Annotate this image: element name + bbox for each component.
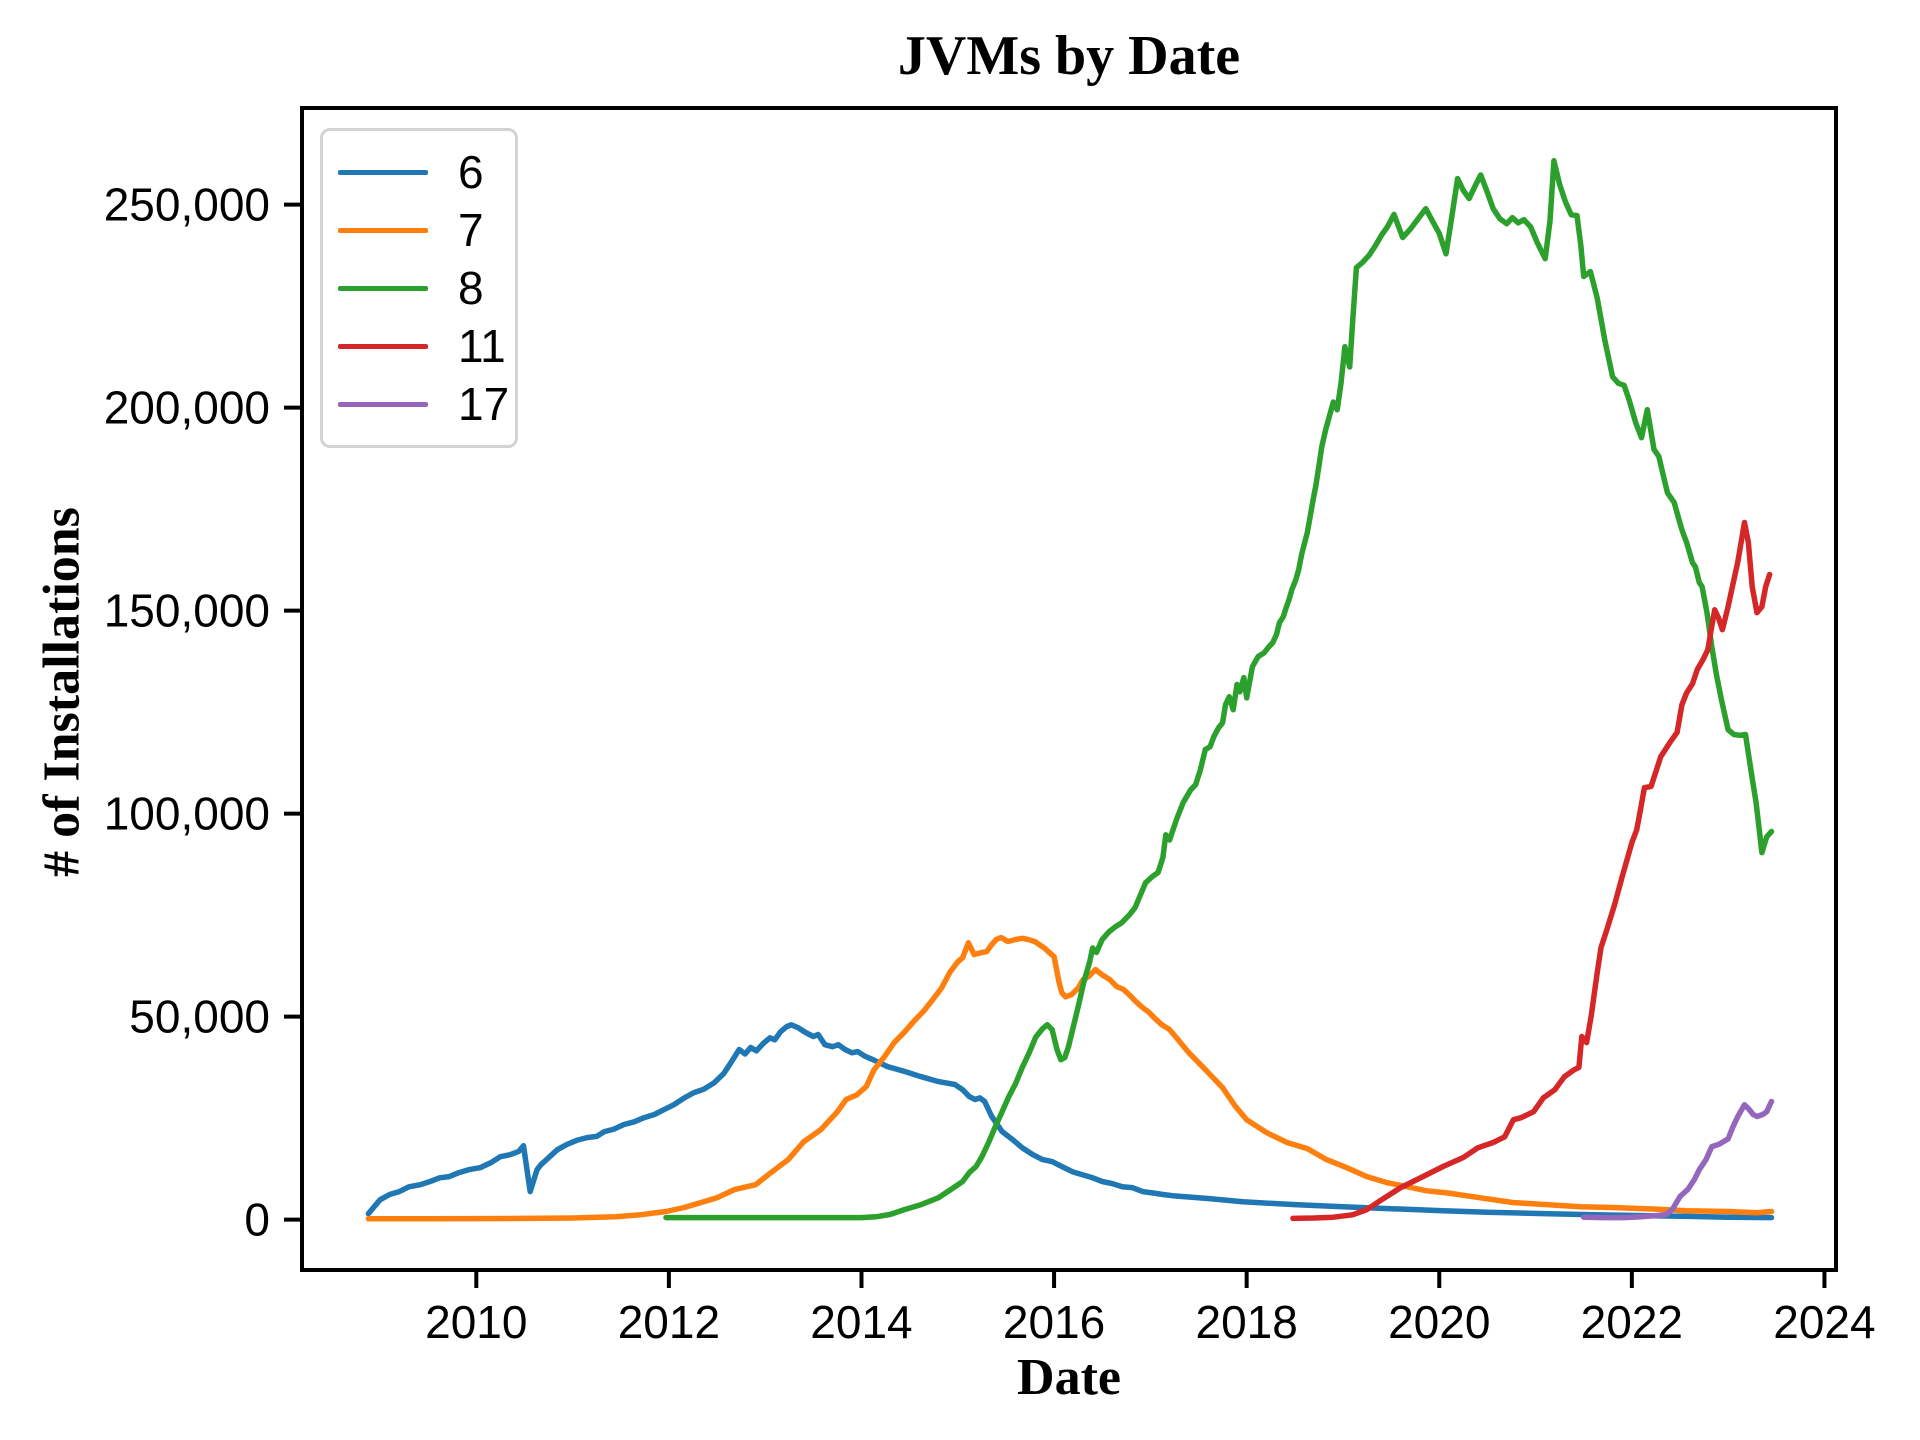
y-tick-label: 100,000 — [104, 788, 270, 840]
y-tick-label: 50,000 — [129, 991, 270, 1043]
legend-line-icon — [338, 401, 428, 407]
series-line-6 — [365, 1022, 1775, 1221]
x-tick-label: 2020 — [1388, 1296, 1490, 1348]
legend-line-icon — [338, 227, 428, 233]
legend: 6 7 8 11 17 — [320, 128, 518, 448]
series-line-17 — [1580, 1098, 1775, 1221]
legend-line-icon — [338, 169, 428, 175]
legend-item-17: 17 — [338, 375, 515, 433]
legend-label: 7 — [458, 204, 484, 256]
x-tick-label: 2022 — [1581, 1296, 1683, 1348]
plot-border — [300, 106, 1838, 1272]
legend-label: 11 — [458, 320, 506, 372]
legend-line-icon — [338, 343, 428, 349]
legend-label: 6 — [458, 146, 484, 198]
legend-line-icon — [338, 285, 428, 291]
legend-label: 8 — [458, 262, 484, 314]
x-tick-label: 2010 — [425, 1296, 527, 1348]
series-line-11 — [1290, 519, 1773, 1222]
y-tick-label: 200,000 — [104, 382, 270, 434]
series-line-7 — [365, 934, 1775, 1222]
y-tick-label: 250,000 — [104, 179, 270, 231]
x-tick-label: 2024 — [1773, 1296, 1875, 1348]
x-tick-label: 2016 — [1003, 1296, 1105, 1348]
legend-item-7: 7 — [338, 201, 515, 259]
legend-item-6: 6 — [338, 143, 515, 201]
legend-label: 17 — [458, 378, 510, 430]
series-line-8 — [663, 158, 1775, 1221]
chart-title: JVMs by Date — [897, 25, 1241, 87]
legend-item-8: 8 — [338, 259, 515, 317]
legend-item-11: 11 — [338, 317, 515, 375]
x-axis-label: Date — [1017, 1349, 1121, 1406]
x-tick-label: 2012 — [618, 1296, 720, 1348]
x-tick-label: 2014 — [810, 1296, 912, 1348]
y-tick-label: 150,000 — [104, 585, 270, 637]
y-tick-label: 0 — [244, 1194, 270, 1246]
x-tick-label: 2018 — [1195, 1296, 1297, 1348]
